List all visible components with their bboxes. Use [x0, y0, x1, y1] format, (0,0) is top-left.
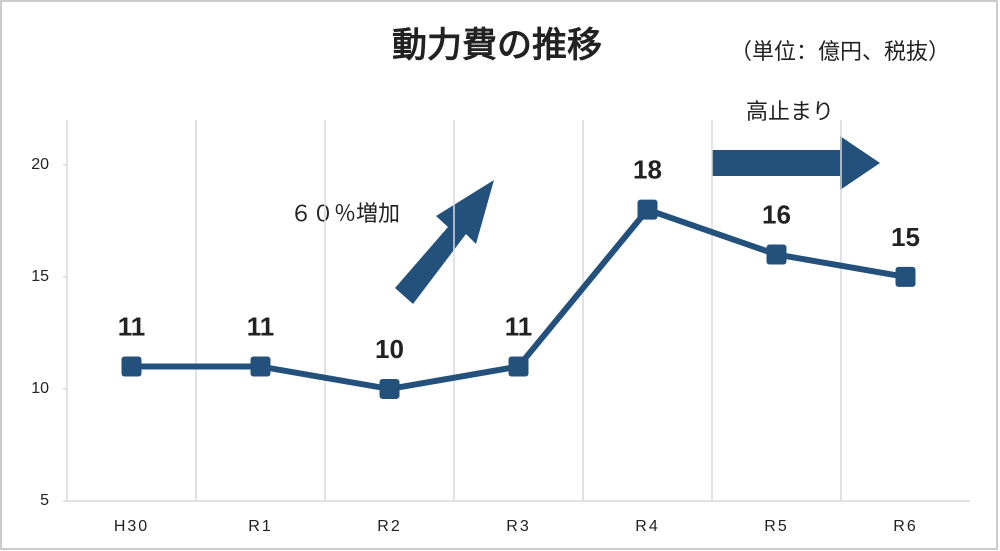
data-label: 10 [375, 334, 404, 364]
arrow [712, 136, 880, 190]
y-tick-label: 10 [31, 380, 49, 397]
y-tick-label: 5 [40, 492, 49, 509]
data-label: 11 [247, 311, 275, 341]
marker [121, 356, 142, 377]
x-tick-label: R4 [635, 518, 659, 535]
data-label: 11 [505, 311, 533, 341]
marker [379, 378, 400, 399]
data-label: 15 [891, 222, 920, 252]
x-tick-label: H30 [114, 518, 149, 535]
data-label: 11 [118, 311, 146, 341]
chart-title: 動力費の推移 [392, 26, 602, 66]
marker [250, 356, 271, 377]
marker [766, 244, 787, 265]
marker [637, 199, 658, 220]
y-tick-label: 15 [31, 268, 49, 285]
y-tick-label: 20 [31, 156, 49, 173]
data-label: 18 [633, 155, 662, 185]
annotation: ６０％増加 [290, 202, 400, 227]
x-tick-label: R1 [248, 518, 272, 535]
marker [508, 356, 529, 377]
arrow [395, 180, 494, 304]
x-tick-label: R3 [506, 518, 530, 535]
marker [895, 266, 916, 287]
annotation: 高止まり [746, 100, 834, 125]
unit-note: （単位：億円、税抜） [730, 40, 950, 65]
data-label: 16 [762, 199, 791, 229]
x-tick-label: R2 [377, 518, 401, 535]
x-tick-label: R5 [764, 518, 788, 535]
x-tick-label: R6 [893, 518, 917, 535]
